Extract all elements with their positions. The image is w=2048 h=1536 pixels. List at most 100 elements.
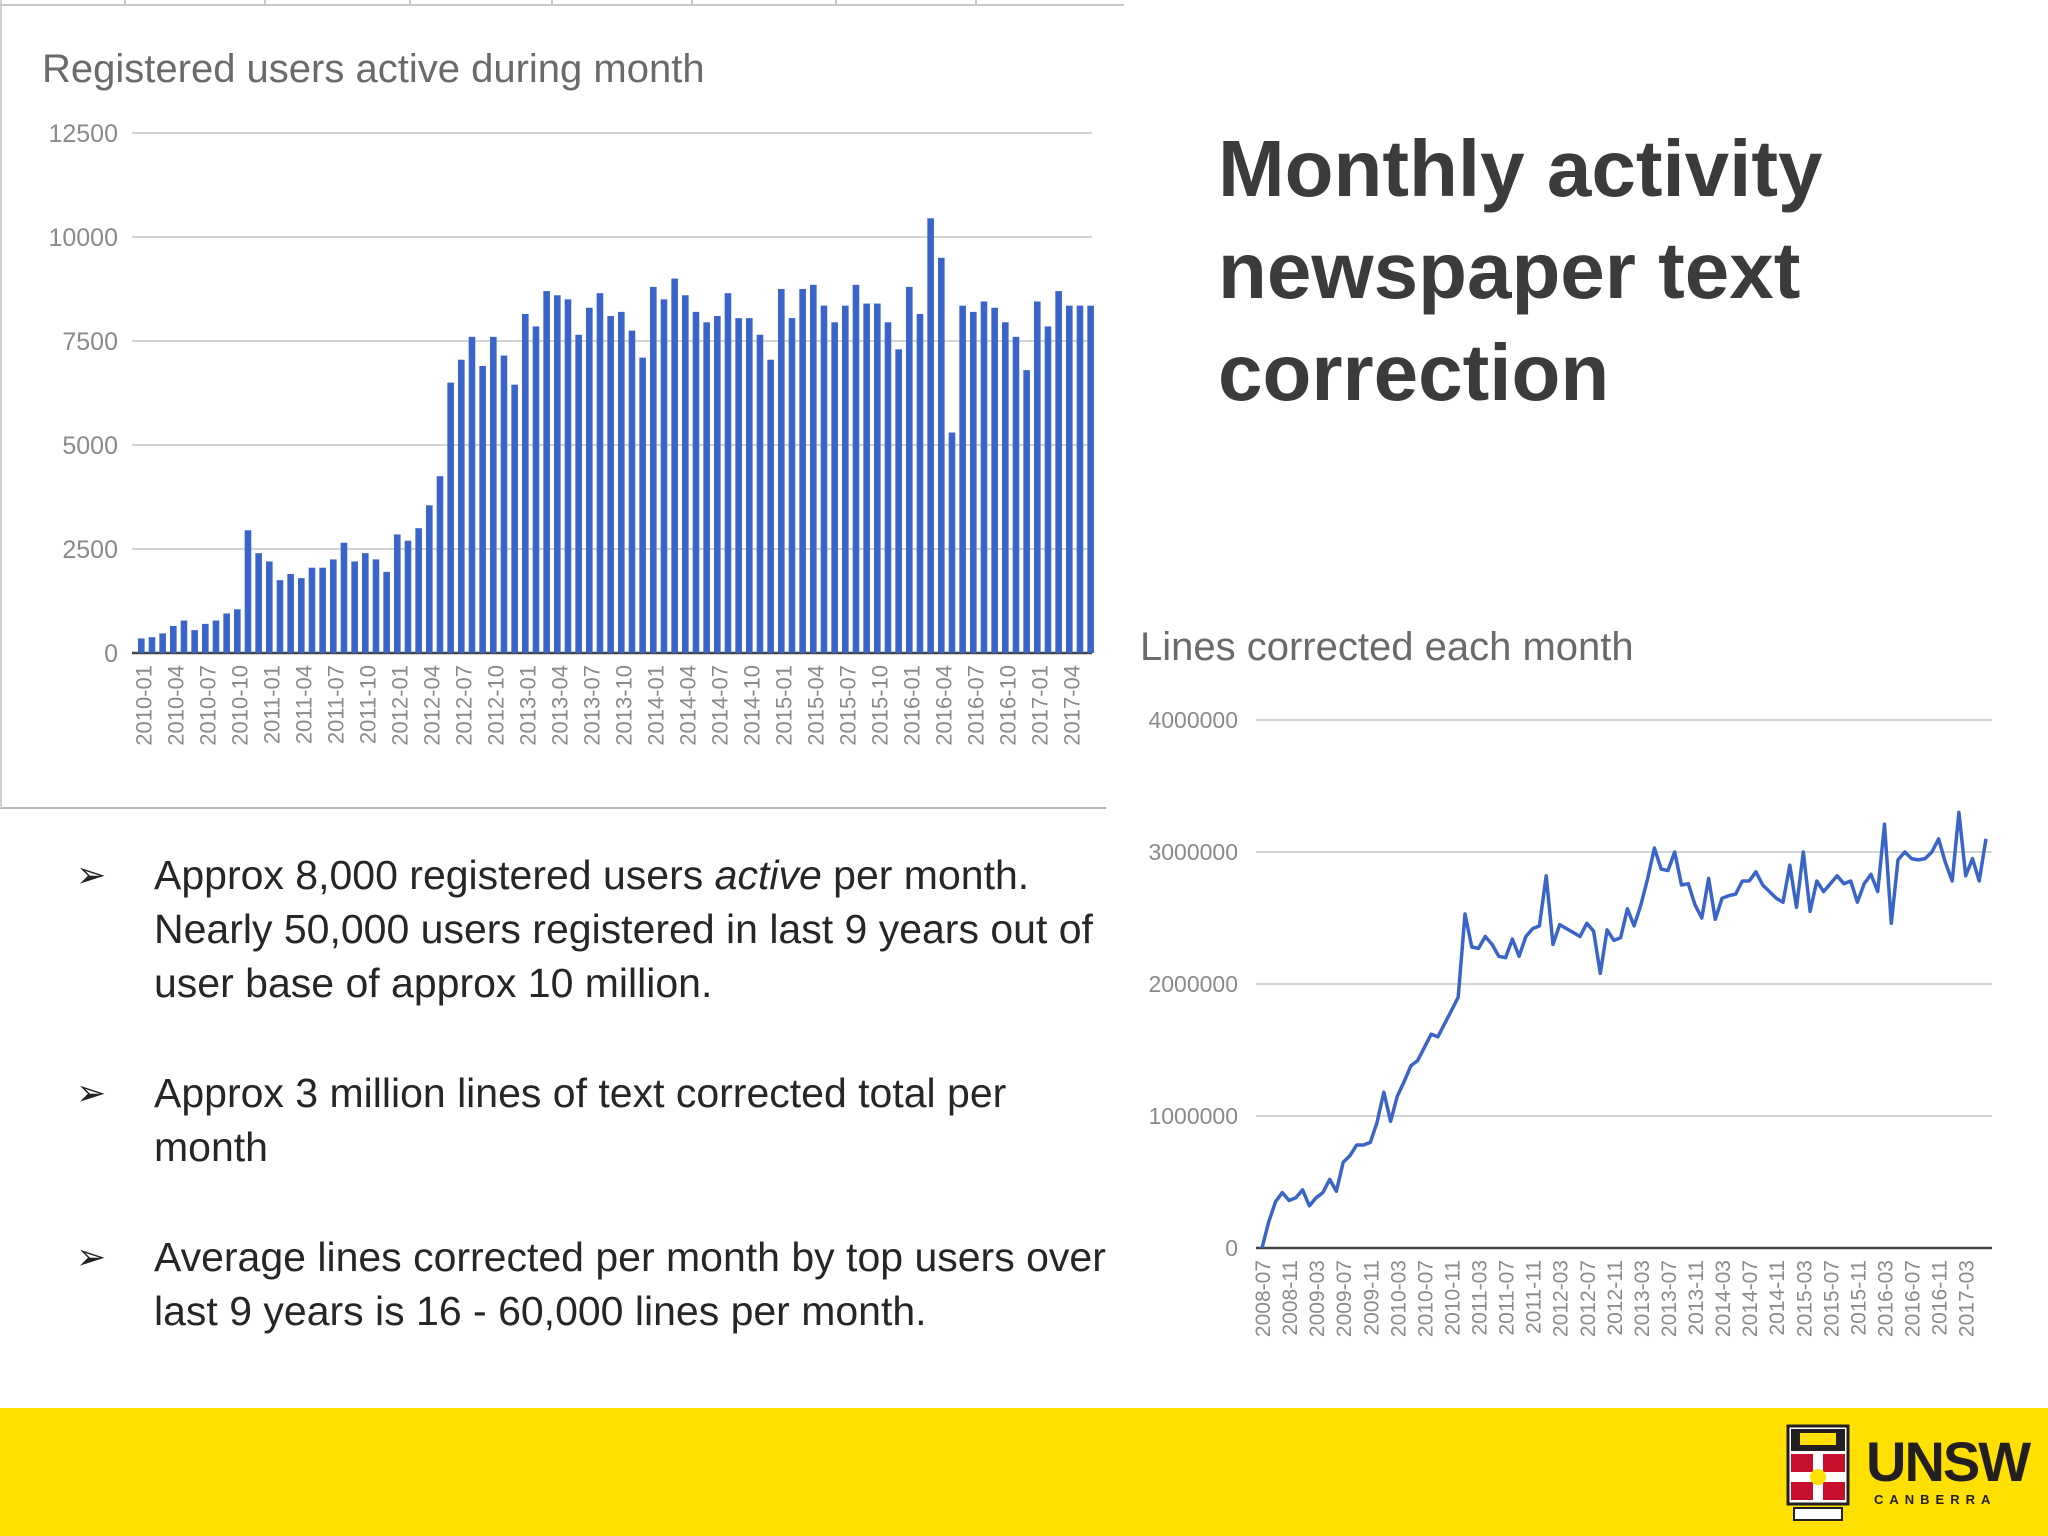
bar [916, 313, 924, 653]
bar [564, 299, 572, 653]
x-tick-label: 2014-11 [1766, 1260, 1789, 1336]
x-tick-label: 2010-01 [131, 665, 156, 746]
x-tick-label: 2010-03 [1387, 1260, 1410, 1337]
bullet-list: ➢ Approx 8,000 registered users active p… [70, 848, 1110, 1394]
x-tick-label: 2016-01 [899, 665, 924, 746]
bar [863, 303, 870, 653]
y-tick-label: 4000000 [1148, 707, 1238, 733]
bullet-item: ➢ Approx 8,000 registered users active p… [70, 848, 1110, 1010]
x-tick-label: 2015-07 [1820, 1260, 1843, 1337]
bar [820, 305, 828, 653]
x-tick-label: 2013-04 [547, 665, 572, 746]
y-tick-label: 7500 [62, 328, 118, 356]
bar [298, 578, 305, 653]
bar [575, 334, 582, 653]
bar [522, 313, 529, 653]
x-tick-label: 2016-11 [1929, 1260, 1952, 1336]
bar [746, 318, 753, 653]
bar [618, 311, 625, 653]
bar [810, 284, 817, 653]
bar [682, 295, 689, 653]
x-tick-label: 2014-10 [739, 665, 764, 746]
logo-text: UNSW [1866, 1430, 2031, 1493]
bullet-text: Approx 3 million lines of text corrected… [154, 1070, 1007, 1170]
bar [1066, 305, 1073, 653]
x-tick-label: 2008-11 [1279, 1260, 1302, 1336]
x-tick-label: 2016-03 [1875, 1260, 1898, 1337]
bar [415, 528, 422, 653]
x-tick-label: 2012-10 [483, 665, 508, 746]
bar [372, 559, 380, 653]
registered-users-chart-svg: Registered users active during month 0 250… [0, 0, 1124, 812]
bar [244, 530, 252, 653]
x-tick-label: 2016-07 [1902, 1260, 1925, 1337]
y-tick-label: 0 [104, 640, 118, 668]
bar [223, 613, 230, 653]
bullet-text: Average lines corrected per month by top… [154, 1234, 1106, 1334]
y-tick-label: 2500 [62, 536, 118, 564]
bullet-item: ➢ Average lines corrected per month by t… [70, 1230, 1110, 1338]
x-tick-label: 2014-01 [643, 665, 668, 746]
x-tick-label: 2011-07 [323, 665, 348, 744]
arrow-bullet-icon: ➢ [76, 1236, 107, 1277]
x-tick-label: 2011-11 [1523, 1260, 1546, 1334]
x-tick-label: 2015-01 [771, 665, 796, 746]
x-tick-label: 2011-07 [1496, 1260, 1519, 1336]
bar [895, 349, 902, 653]
x-tick-label: 2009-07 [1333, 1260, 1356, 1337]
logo-subtext: CANBERRA [1874, 1492, 1997, 1507]
bar [330, 559, 337, 653]
bar [874, 303, 881, 653]
x-tick-label: 2013-07 [579, 665, 604, 746]
bar [212, 620, 220, 653]
y-tick-label: 3000000 [1148, 839, 1238, 865]
bar [703, 322, 710, 653]
bar [490, 336, 497, 653]
data-line [1260, 810, 1988, 1249]
x-tick-label: 2008-07 [1252, 1260, 1275, 1337]
x-tick-label: 2013-10 [611, 665, 636, 746]
bar [383, 571, 390, 653]
bar [308, 567, 316, 653]
bar [884, 322, 892, 653]
bullet-text-before: Approx 8,000 registered users [154, 852, 715, 898]
bar [543, 291, 550, 653]
chart-title: Lines corrected each month [1140, 625, 1634, 669]
x-tick-label: 2016-10 [995, 665, 1020, 746]
x-tick-label: 2011-01 [259, 665, 284, 744]
x-tick-label: 2015-07 [835, 665, 860, 746]
x-tick-label: 2017-03 [1956, 1260, 1979, 1337]
bar [287, 573, 294, 653]
x-tick-label: 2012-04 [419, 665, 444, 746]
bar [842, 305, 849, 653]
bar [692, 311, 700, 653]
bar [607, 316, 614, 653]
x-tick-label: 2010-07 [1414, 1260, 1437, 1337]
bar [138, 638, 145, 653]
bar [1076, 305, 1084, 653]
x-tick-label: 2014-07 [1739, 1260, 1762, 1337]
bar [852, 284, 860, 653]
y-tick-label: 10000 [48, 224, 118, 252]
bar [948, 432, 956, 653]
x-tick-label: 2011-04 [291, 665, 316, 744]
bullet-item: ➢ Approx 3 million lines of text correct… [70, 1066, 1110, 1174]
x-tick-label: 2011-03 [1469, 1260, 1492, 1336]
bar [447, 382, 454, 653]
x-tick-label: 2010-10 [227, 665, 252, 746]
bar [714, 316, 721, 653]
bar [180, 620, 188, 653]
arrow-bullet-icon: ➢ [76, 1072, 107, 1113]
x-tick-label: 2012-11 [1604, 1260, 1627, 1336]
arrow-bullet-icon: ➢ [76, 854, 107, 895]
bar [724, 293, 732, 653]
bar [639, 357, 646, 653]
bar [532, 326, 540, 653]
bar [255, 553, 262, 653]
bar [788, 318, 796, 653]
x-tick-label: 2012-03 [1550, 1260, 1573, 1337]
bar [191, 630, 198, 653]
chart-background [0, 0, 1124, 812]
bar [458, 359, 465, 653]
bar [767, 359, 774, 653]
